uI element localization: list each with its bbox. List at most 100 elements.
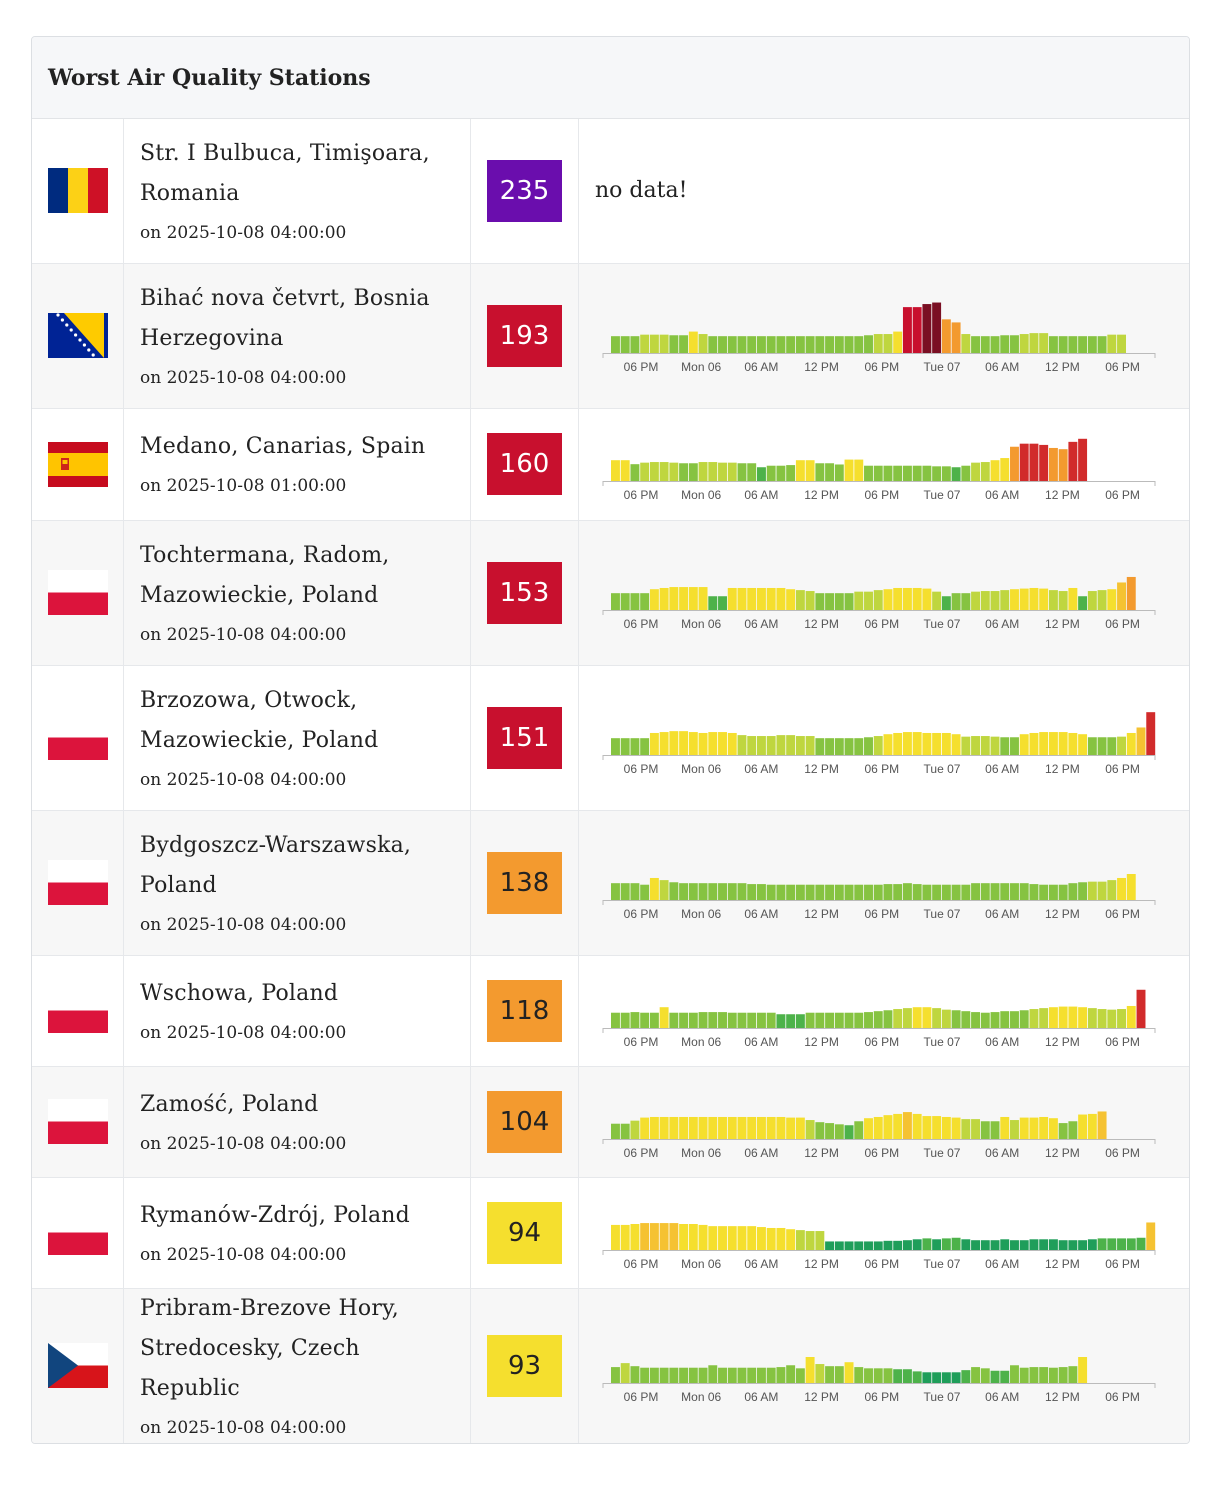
chart-bar[interactable] (1048, 1238, 1058, 1250)
chart-bar[interactable] (990, 460, 1000, 481)
chart-bar[interactable] (1097, 335, 1107, 353)
station-row[interactable]: Pribram-Brezove Hory, Stredocesky, Czech… (32, 1287, 1189, 1443)
chart-bar[interactable] (1019, 733, 1029, 755)
chart-bar[interactable] (1039, 731, 1049, 755)
chart-bar[interactable] (805, 1230, 815, 1250)
chart-bar[interactable] (727, 732, 737, 755)
chart-bar[interactable] (932, 591, 942, 610)
chart-bar[interactable] (941, 595, 951, 610)
chart-bar[interactable] (922, 465, 932, 481)
chart-bar[interactable] (679, 1012, 689, 1028)
chart-bar[interactable] (854, 737, 864, 755)
chart-bar[interactable] (708, 1011, 718, 1028)
chart-bar[interactable] (1126, 576, 1136, 610)
chart-bar[interactable] (971, 882, 981, 900)
chart-bar[interactable] (669, 462, 679, 481)
chart-bar[interactable] (795, 735, 805, 755)
chart-bar[interactable] (630, 335, 640, 353)
chart-bar[interactable] (883, 465, 893, 481)
chart-bar[interactable] (815, 335, 825, 353)
chart-bar[interactable] (611, 460, 620, 481)
chart-bar[interactable] (1048, 731, 1058, 755)
chart-bar[interactable] (893, 587, 903, 610)
chart-bar[interactable] (834, 1012, 844, 1028)
chart-bar[interactable] (1058, 1366, 1068, 1383)
chart-bar[interactable] (932, 1238, 942, 1250)
chart-bar[interactable] (776, 335, 786, 353)
chart-bar[interactable] (737, 734, 747, 755)
chart-bar[interactable] (1107, 879, 1117, 900)
station-row[interactable]: Tochtermana, Radom, Mazowieckie, Poland o… (32, 519, 1189, 665)
chart-bar[interactable] (620, 592, 630, 610)
chart-bar[interactable] (649, 1367, 659, 1383)
chart-bar[interactable] (834, 737, 844, 755)
chart-bar[interactable] (1058, 1122, 1068, 1139)
chart-bar[interactable] (1000, 736, 1010, 755)
chart-bar[interactable] (1000, 1370, 1010, 1383)
chart-bar[interactable] (1068, 1006, 1078, 1028)
chart-bar[interactable] (727, 335, 737, 353)
chart-bar[interactable] (941, 884, 951, 900)
chart-bar[interactable] (1048, 1117, 1058, 1139)
chart-bar[interactable] (854, 591, 864, 610)
chart-bar[interactable] (630, 1223, 640, 1250)
chart-bar[interactable] (1010, 736, 1019, 755)
chart-bar[interactable] (1097, 589, 1107, 610)
chart-bar[interactable] (776, 587, 786, 610)
chart-bar[interactable] (1087, 1113, 1097, 1139)
chart-bar[interactable] (659, 731, 669, 755)
chart-bar[interactable] (688, 463, 698, 481)
chart-bar[interactable] (1048, 1006, 1058, 1028)
chart-bar[interactable] (747, 463, 757, 481)
chart-bar[interactable] (971, 591, 981, 610)
chart-bar[interactable] (834, 1365, 844, 1383)
chart-bar[interactable] (1000, 882, 1010, 900)
chart-bar[interactable] (649, 462, 659, 481)
chart-bar[interactable] (1010, 1119, 1019, 1139)
chart-bar[interactable] (961, 592, 971, 610)
chart-bar[interactable] (844, 335, 854, 353)
chart-bar[interactable] (708, 731, 718, 755)
chart-bar[interactable] (679, 586, 689, 610)
chart-bar[interactable] (844, 1361, 854, 1383)
chart-bar[interactable] (815, 1230, 825, 1250)
chart-bar[interactable] (698, 333, 708, 353)
chart-bar[interactable] (1010, 882, 1019, 900)
chart-bar[interactable] (815, 884, 825, 900)
chart-bar[interactable] (1039, 588, 1049, 610)
chart-bar[interactable] (1029, 1238, 1039, 1250)
station-row[interactable]: Bihać nova četvrt, Bosnia Herzegovina on … (32, 262, 1189, 408)
chart-bar[interactable] (795, 1013, 805, 1028)
chart-bar[interactable] (932, 1371, 942, 1383)
chart-bar[interactable] (679, 463, 689, 481)
chart-bar[interactable] (893, 1368, 903, 1383)
chart-bar[interactable] (756, 1012, 766, 1028)
station-row[interactable]: Bydgoszcz-Warszawska, Poland on 2025-10-0… (32, 809, 1189, 955)
chart-bar[interactable] (776, 1227, 786, 1250)
chart-bar[interactable] (737, 882, 747, 900)
chart-bar[interactable] (893, 883, 903, 900)
chart-bar[interactable] (1010, 1239, 1019, 1250)
chart-bar[interactable] (718, 462, 727, 481)
chart-bar[interactable] (1068, 441, 1078, 481)
chart-bar[interactable] (1078, 1006, 1088, 1028)
chart-bar[interactable] (980, 462, 990, 481)
chart-bar[interactable] (980, 1367, 990, 1383)
chart-bar[interactable] (795, 460, 805, 481)
chart-bar[interactable] (1058, 1239, 1068, 1250)
chart-bar[interactable] (864, 1011, 873, 1028)
chart-bar[interactable] (669, 1222, 679, 1250)
chart-bar[interactable] (756, 587, 766, 610)
chart-bar[interactable] (873, 333, 883, 353)
chart-bar[interactable] (990, 1239, 1000, 1250)
chart-bar[interactable] (1117, 581, 1126, 610)
station-name[interactable]: Medano, Canarias, Spain (140, 434, 426, 459)
chart-bar[interactable] (747, 1225, 757, 1250)
chart-bar[interactable] (844, 884, 854, 900)
chart-bar[interactable] (659, 1222, 669, 1250)
chart-bar[interactable] (961, 884, 971, 900)
chart-bar[interactable] (1146, 711, 1156, 755)
chart-bar[interactable] (1019, 1367, 1029, 1383)
chart-bar[interactable] (776, 734, 786, 755)
chart-bar[interactable] (990, 882, 1000, 900)
